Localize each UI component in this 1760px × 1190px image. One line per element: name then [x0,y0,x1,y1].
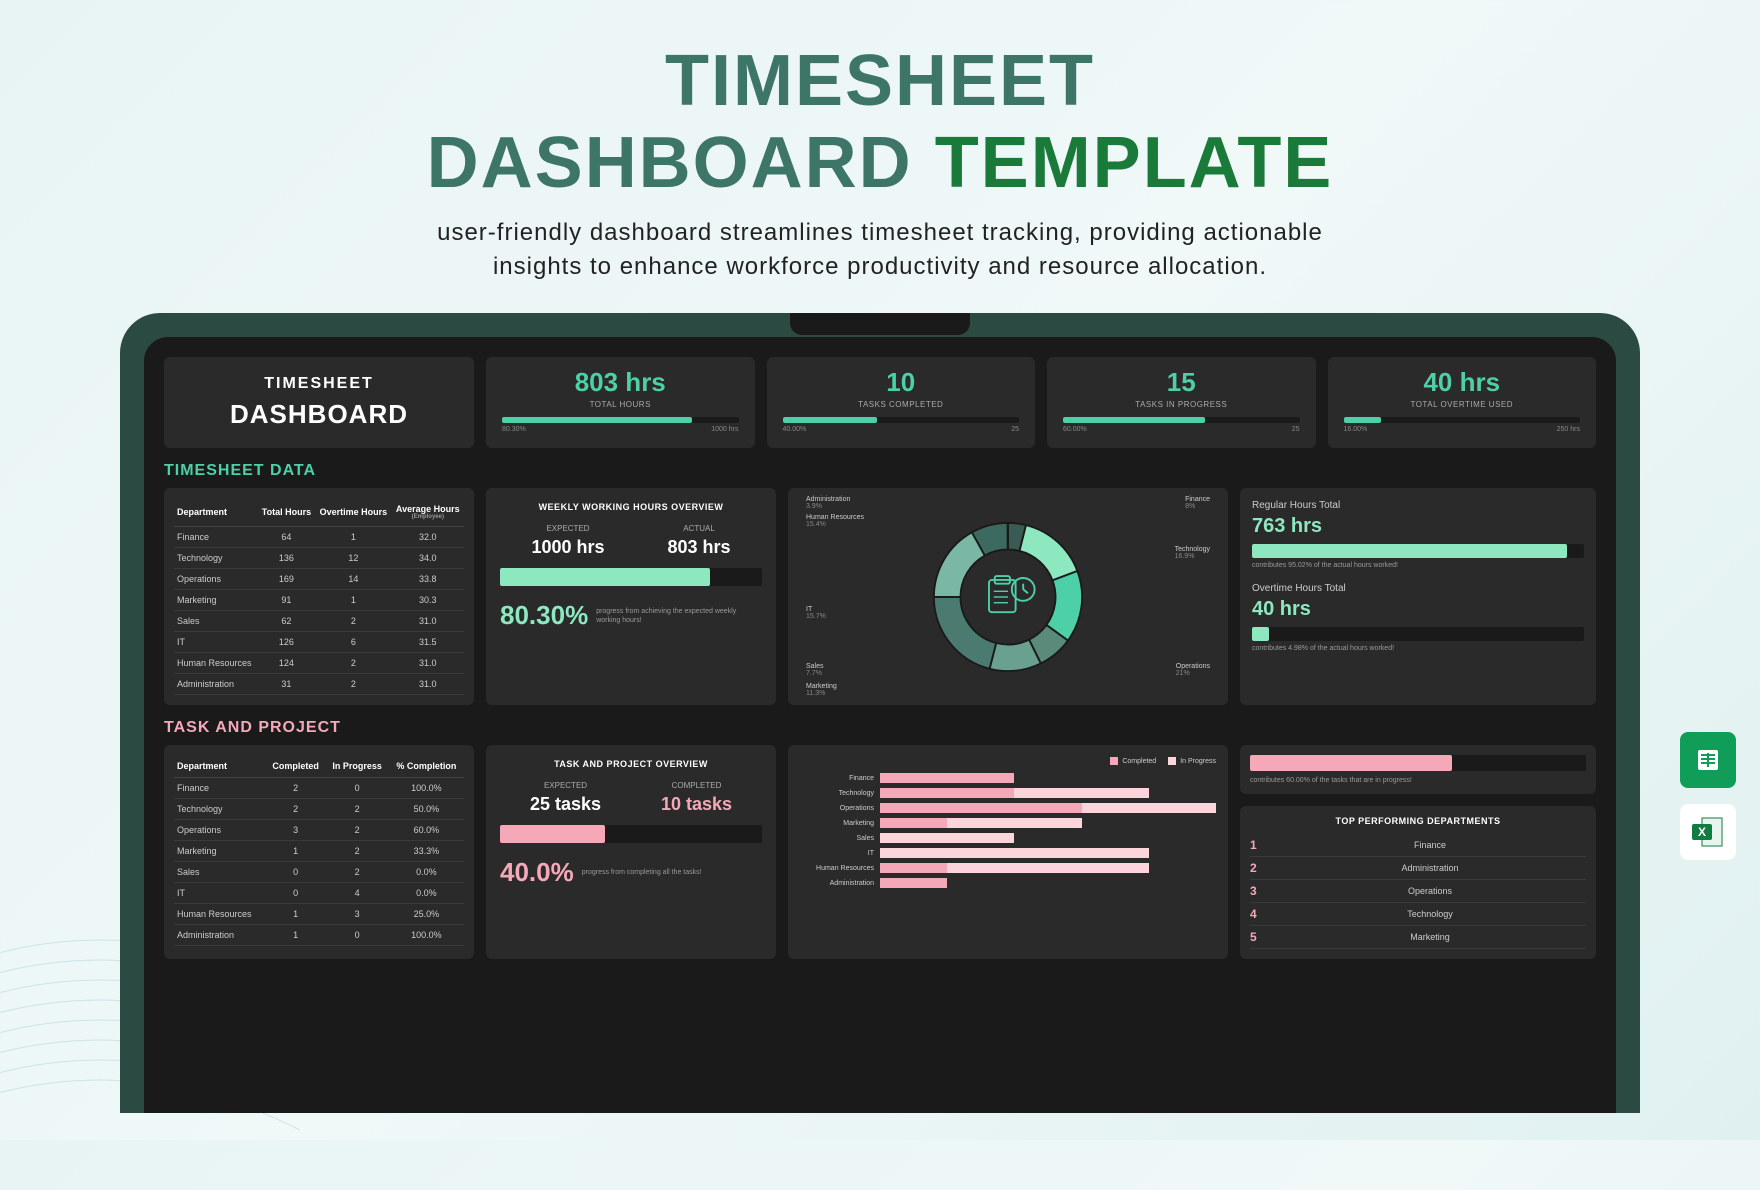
table-row: Marketing1233.3% [174,841,464,862]
task-table-card: DepartmentCompletedIn Progress% Completi… [164,745,474,959]
table-row: Technology1361234.0 [174,548,464,569]
excel-icon: X [1680,804,1736,860]
donut-label: Human Resources15.4% [806,514,864,528]
page-header: TIMESHEET DASHBOARD TEMPLATE user-friend… [0,0,1760,283]
bar-row: Sales [800,833,1216,843]
task-bar-chart-card: CompletedIn Progress Finance Technology … [788,745,1228,959]
timesheet-table-card: DepartmentTotal HoursOvertime HoursAvera… [164,488,474,705]
table-row: Operations3260.0% [174,820,464,841]
bar-row: Human Resources [800,863,1216,873]
dashboard-screen: TIMESHEET DASHBOARD 803 hrs TOTAL HOURS … [144,337,1616,1113]
task-row: DepartmentCompletedIn Progress% Completi… [164,745,1596,959]
bar-row: Finance [800,773,1216,783]
table-row: Administration31231.0 [174,674,464,695]
donut-chart [913,502,1103,692]
donut-label: IT15.7% [806,606,826,620]
hours-totals-card: Regular Hours Total 763 hrs contributes … [1240,488,1596,705]
table-row: Administration10100.0% [174,925,464,946]
google-sheets-icon [1680,732,1736,788]
dashboard-title-card: TIMESHEET DASHBOARD [164,357,474,448]
task-table: DepartmentCompletedIn Progress% Completi… [174,755,464,946]
app-icons: X [1680,732,1736,860]
top-row: TIMESHEET DASHBOARD 803 hrs TOTAL HOURS … [164,357,1596,448]
task-progress-mini-card: contributes 60.00% of the tasks that are… [1240,745,1596,794]
table-row: Marketing91130.3 [174,590,464,611]
table-row: IT126631.5 [174,632,464,653]
bar-row: Operations [800,803,1216,813]
donut-label: Sales7.7% [806,663,824,677]
kpi-container: 803 hrs TOTAL HOURS 80.30%1000 hrs10 TAS… [486,357,1596,448]
top-departments-card: TOP PERFORMING DEPARTMENTS 1Finance2Admi… [1240,806,1596,959]
timesheet-section-title: TIMESHEET DATA [164,462,1596,480]
table-row: Finance64132.0 [174,527,464,548]
chart-legend: CompletedIn Progress [800,757,1216,765]
donut-label: Operations21% [1176,663,1210,677]
rank-row: 1Finance [1250,834,1586,857]
table-row: Operations1691433.8 [174,569,464,590]
task-bar-chart: Finance Technology Operations Marketing … [800,773,1216,888]
bar-row: IT [800,848,1216,858]
kpi-card: 40 hrs TOTAL OVERTIME USED 16.00%250 hrs [1328,357,1597,448]
bar-row: Administration [800,878,1216,888]
table-row: Human Resources124231.0 [174,653,464,674]
task-section-title: TASK AND PROJECT [164,719,1596,737]
table-row: Sales020.0% [174,862,464,883]
rank-row: 4Technology [1250,903,1586,926]
svg-text:X: X [1698,825,1706,839]
title-line2: DASHBOARD TEMPLATE [0,122,1760,204]
bar-row: Marketing [800,818,1216,828]
donut-label: Finance8% [1185,496,1210,510]
donut-chart-card: Administration3.9% Human Resources15.4% IT… [788,488,1228,705]
weekly-overview-card: WEEKLY WORKING HOURS OVERVIEW EXPECTED 1… [486,488,776,705]
device-notch [790,313,970,335]
rank-row: 5Marketing [1250,926,1586,949]
table-row: Human Resources1325.0% [174,904,464,925]
table-row: Finance20100.0% [174,778,464,799]
task-right-column: contributes 60.00% of the tasks that are… [1240,745,1596,959]
kpi-card: 803 hrs TOTAL HOURS 80.30%1000 hrs [486,357,755,448]
donut-label: Technology16.9% [1175,546,1210,560]
table-row: Technology2250.0% [174,799,464,820]
subtitle: user-friendly dashboard streamlines time… [0,216,1760,283]
timesheet-row: DepartmentTotal HoursOvertime HoursAvera… [164,488,1596,705]
kpi-card: 15 TASKS IN PROGRESS 60.00%25 [1047,357,1316,448]
timesheet-table: DepartmentTotal HoursOvertime HoursAvera… [174,498,464,695]
rank-row: 2Administration [1250,857,1586,880]
donut-label: Administration3.9% [806,496,850,510]
bar-row: Technology [800,788,1216,798]
table-row: Sales62231.0 [174,611,464,632]
donut-label: Marketing11.3% [806,683,837,697]
kpi-card: 10 TASKS COMPLETED 40.00%25 [767,357,1036,448]
task-overview-card: TASK AND PROJECT OVERVIEW EXPECTED 25 ta… [486,745,776,959]
title-line1: TIMESHEET [0,40,1760,122]
table-row: IT040.0% [174,883,464,904]
device-frame: TIMESHEET DASHBOARD 803 hrs TOTAL HOURS … [120,313,1640,1113]
rank-row: 3Operations [1250,880,1586,903]
